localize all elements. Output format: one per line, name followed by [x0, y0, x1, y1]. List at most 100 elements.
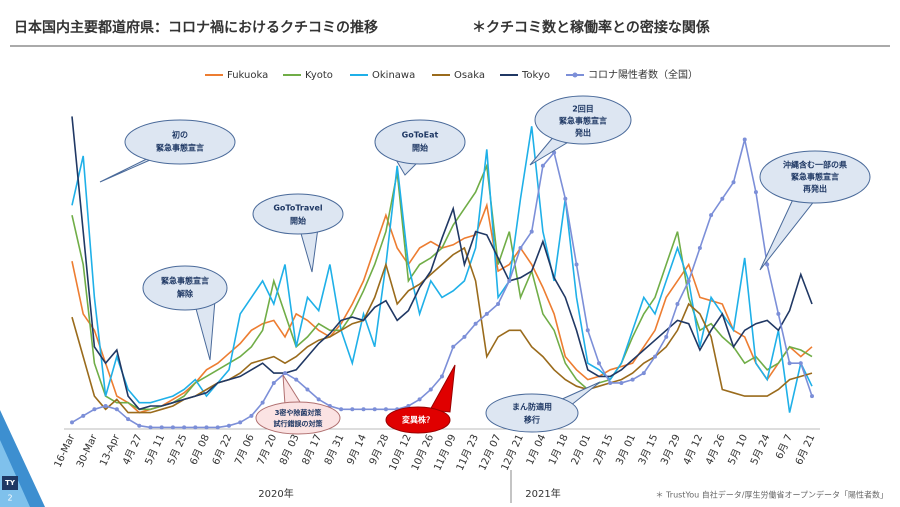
callout-text: 移行: [524, 415, 540, 425]
x-tick-label: 3月 01: [614, 432, 639, 466]
point: [574, 262, 579, 267]
legend-marker: [572, 72, 578, 78]
legend-label: Tokyo: [521, 70, 550, 81]
point: [137, 423, 142, 428]
point: [765, 262, 770, 267]
point: [484, 311, 489, 316]
point: [182, 425, 187, 430]
x-tick-label: 9月 28: [367, 432, 392, 466]
x-tick-label: 9月 14: [344, 432, 369, 466]
slide-title: 日本国内主要都道府県：コロナ禍におけるクチコミの推移: [14, 19, 378, 36]
point: [126, 417, 131, 422]
x-tick-label: 1月 04: [524, 432, 549, 466]
point: [372, 407, 377, 412]
callout-text: 再発出: [803, 184, 827, 194]
point: [518, 246, 523, 251]
point: [731, 180, 736, 185]
point: [608, 380, 613, 385]
x-tick-label: 4月 27: [120, 432, 145, 466]
legend-label: Fukuoka: [227, 70, 268, 81]
callout: [385, 406, 451, 434]
series-line: [71, 116, 813, 411]
point: [529, 229, 534, 234]
point: [148, 425, 153, 430]
x-tick-label: 4月 12: [681, 432, 706, 466]
point: [114, 407, 119, 412]
point: [440, 374, 444, 379]
callouts: 初の 緊急事態宣言 緊急事態宣言 解除 GoToTravel 開始 GoToEa…: [99, 95, 871, 435]
callout-text: 緊急事態宣言: [559, 116, 607, 126]
point: [383, 407, 388, 412]
point: [540, 163, 545, 168]
callout-text: まん防適用: [512, 402, 552, 412]
point: [428, 387, 433, 392]
callout: [485, 393, 579, 433]
legend-label: Kyoto: [305, 70, 333, 81]
x-tick-label: 5月 11: [143, 432, 168, 466]
callout-tail: [299, 227, 319, 273]
x-tick-label: 2月 15: [591, 432, 616, 466]
callout-text: 緊急事態宣言: [791, 172, 839, 182]
x-tick-label: 30-Mar: [75, 432, 100, 469]
point: [596, 361, 601, 366]
point: [81, 413, 86, 418]
point: [249, 413, 254, 418]
point: [686, 278, 691, 283]
callout-text: 緊急事態宣言: [161, 276, 209, 286]
x-tick-label: 8月 31: [322, 432, 347, 466]
callout-text: 緊急事態宣言: [156, 143, 204, 153]
point: [585, 328, 590, 333]
point: [664, 334, 669, 339]
x-tick-label: 7月 20: [255, 432, 280, 466]
callout: [142, 265, 228, 311]
point: [92, 407, 97, 412]
point: [271, 380, 276, 385]
point: [215, 425, 220, 430]
callout-text: 試行錯誤の対策: [274, 419, 324, 428]
x-tick-label: 13-Apr: [98, 432, 122, 468]
point: [417, 397, 422, 402]
point: [720, 196, 725, 201]
series-line: [71, 162, 813, 411]
point: [361, 407, 366, 412]
point: [451, 344, 456, 349]
x-tick-label: 1月 18: [546, 432, 571, 466]
point: [462, 334, 467, 339]
x-tick-label: 6月 7: [773, 432, 795, 461]
point: [350, 407, 355, 412]
year-label: 2020年: [258, 487, 293, 500]
callout-text: 解除: [177, 289, 194, 299]
point: [283, 371, 288, 376]
callout: [374, 119, 466, 165]
x-tick-label: 6月 08: [187, 432, 212, 466]
point: [630, 377, 635, 382]
corner-deco: [0, 440, 30, 507]
x-tick-label: 16-Mar: [53, 432, 78, 469]
callout-tail: [429, 364, 456, 413]
x-tick-label: 8月 03: [277, 432, 302, 466]
slide-subtitle: ＊クチコミ数と稼働率との密接な関係: [472, 19, 710, 36]
point: [316, 397, 321, 402]
callout-text: 沖縄含む一部の県: [783, 160, 847, 170]
legend-label: コロナ陽性者数（全国）: [588, 68, 698, 81]
point: [810, 394, 814, 399]
callout: [255, 401, 341, 435]
x-tick-label: 5月 10: [726, 432, 751, 466]
x-tick-label: 6月 21: [793, 432, 818, 466]
x-tick-label: 4月 26: [703, 432, 728, 466]
x-tick-label: 5月 25: [165, 432, 190, 466]
point: [305, 387, 310, 392]
point: [193, 425, 198, 430]
callout-text: GoToTravel: [273, 204, 323, 213]
callout-text: 変異株？: [402, 415, 434, 425]
x-tick-label: 5月 24: [748, 432, 773, 466]
year-label: 2021年: [525, 487, 560, 500]
callout-tail: [759, 194, 816, 271]
point: [641, 371, 646, 376]
point: [170, 425, 175, 430]
point: [226, 423, 231, 428]
logo: TY: [5, 479, 16, 487]
x-tick-label: 6月 22: [210, 432, 235, 466]
callout-text: 2回目: [572, 105, 594, 114]
